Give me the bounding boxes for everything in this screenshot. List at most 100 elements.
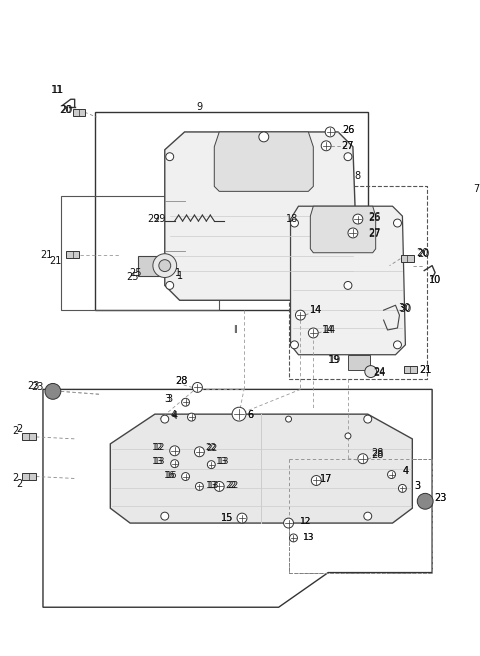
Text: 4: 4	[402, 466, 408, 476]
Circle shape	[312, 476, 321, 485]
Text: 11: 11	[51, 85, 63, 95]
Text: 13: 13	[154, 457, 166, 466]
Text: 12: 12	[300, 516, 311, 525]
Bar	[22, 473, 36, 480]
Text: 22: 22	[206, 443, 217, 453]
Text: 6: 6	[248, 410, 254, 420]
Text: 22: 22	[207, 444, 218, 453]
Bar	[22, 434, 36, 440]
Text: 12: 12	[152, 443, 164, 453]
Circle shape	[181, 472, 190, 480]
Circle shape	[171, 460, 179, 468]
Text: 10: 10	[429, 276, 441, 285]
Text: 17: 17	[320, 474, 332, 483]
Circle shape	[364, 415, 372, 423]
Text: 12: 12	[300, 516, 311, 525]
Circle shape	[308, 328, 318, 338]
Circle shape	[394, 341, 401, 349]
Text: 1: 1	[175, 268, 180, 277]
Text: 8: 8	[355, 171, 361, 182]
Text: 7: 7	[474, 184, 480, 194]
Circle shape	[358, 454, 368, 464]
Text: 21: 21	[419, 365, 432, 375]
Text: 25: 25	[126, 272, 138, 281]
Text: 3: 3	[414, 482, 420, 491]
Text: 13: 13	[218, 457, 230, 466]
Circle shape	[159, 260, 171, 272]
Text: 21: 21	[40, 250, 52, 260]
Circle shape	[207, 461, 215, 468]
Circle shape	[259, 132, 269, 142]
Text: 14: 14	[324, 325, 336, 335]
Bar	[404, 366, 417, 373]
Circle shape	[45, 384, 61, 400]
Circle shape	[417, 493, 433, 509]
Bar	[401, 255, 414, 262]
Text: l: l	[233, 325, 236, 335]
Text: 3: 3	[165, 394, 171, 404]
Text: 29: 29	[154, 214, 166, 224]
Circle shape	[166, 281, 174, 289]
Text: 1: 1	[177, 270, 183, 281]
Text: 3: 3	[414, 482, 420, 491]
Circle shape	[394, 219, 401, 227]
Circle shape	[181, 398, 190, 406]
Text: 24: 24	[373, 367, 386, 377]
Text: 6: 6	[248, 410, 254, 420]
Circle shape	[348, 228, 358, 238]
Text: 12: 12	[154, 443, 166, 453]
Circle shape	[296, 310, 305, 320]
Circle shape	[325, 127, 335, 137]
Text: 21: 21	[419, 365, 432, 375]
Circle shape	[364, 512, 372, 520]
Circle shape	[387, 470, 396, 478]
Text: 26: 26	[369, 213, 381, 223]
Text: 13: 13	[152, 457, 164, 466]
Bar	[348, 355, 370, 369]
Text: 14: 14	[322, 325, 334, 335]
Text: 14: 14	[310, 305, 323, 315]
Polygon shape	[290, 206, 406, 355]
Text: 24: 24	[373, 367, 386, 378]
Text: 26: 26	[342, 125, 354, 135]
Bar	[138, 256, 166, 276]
Text: 28: 28	[372, 450, 384, 460]
Circle shape	[345, 433, 351, 439]
Text: 20: 20	[60, 105, 73, 115]
Text: 27: 27	[342, 141, 354, 151]
Text: 13: 13	[207, 481, 219, 490]
Circle shape	[192, 382, 203, 392]
Text: 20: 20	[416, 248, 429, 258]
Text: l: l	[234, 325, 237, 335]
Text: 30: 30	[399, 304, 411, 314]
Text: 29: 29	[148, 214, 160, 224]
Text: 15: 15	[221, 513, 233, 523]
Text: 27: 27	[369, 228, 381, 238]
Text: 19: 19	[329, 355, 341, 365]
Text: 27: 27	[342, 141, 354, 151]
Text: 2: 2	[12, 426, 18, 436]
Text: 13: 13	[302, 533, 314, 543]
Text: 23: 23	[434, 493, 446, 503]
Circle shape	[290, 341, 299, 349]
Text: 22: 22	[226, 481, 237, 490]
Circle shape	[344, 281, 352, 289]
Circle shape	[214, 482, 224, 491]
Circle shape	[284, 518, 293, 528]
Text: 9: 9	[196, 102, 203, 112]
Text: 13: 13	[205, 481, 217, 490]
Text: 19: 19	[328, 355, 340, 365]
Text: 27: 27	[369, 229, 381, 239]
Polygon shape	[214, 132, 313, 192]
Text: 4: 4	[402, 466, 408, 476]
Text: 2: 2	[16, 480, 23, 489]
Text: 4: 4	[172, 411, 178, 421]
Text: 23: 23	[27, 381, 39, 392]
Text: 25: 25	[129, 268, 141, 277]
Text: 26: 26	[342, 125, 354, 135]
Circle shape	[344, 153, 352, 161]
Circle shape	[166, 153, 174, 161]
Circle shape	[188, 413, 195, 421]
Bar	[72, 109, 84, 115]
Text: 16: 16	[166, 471, 178, 480]
